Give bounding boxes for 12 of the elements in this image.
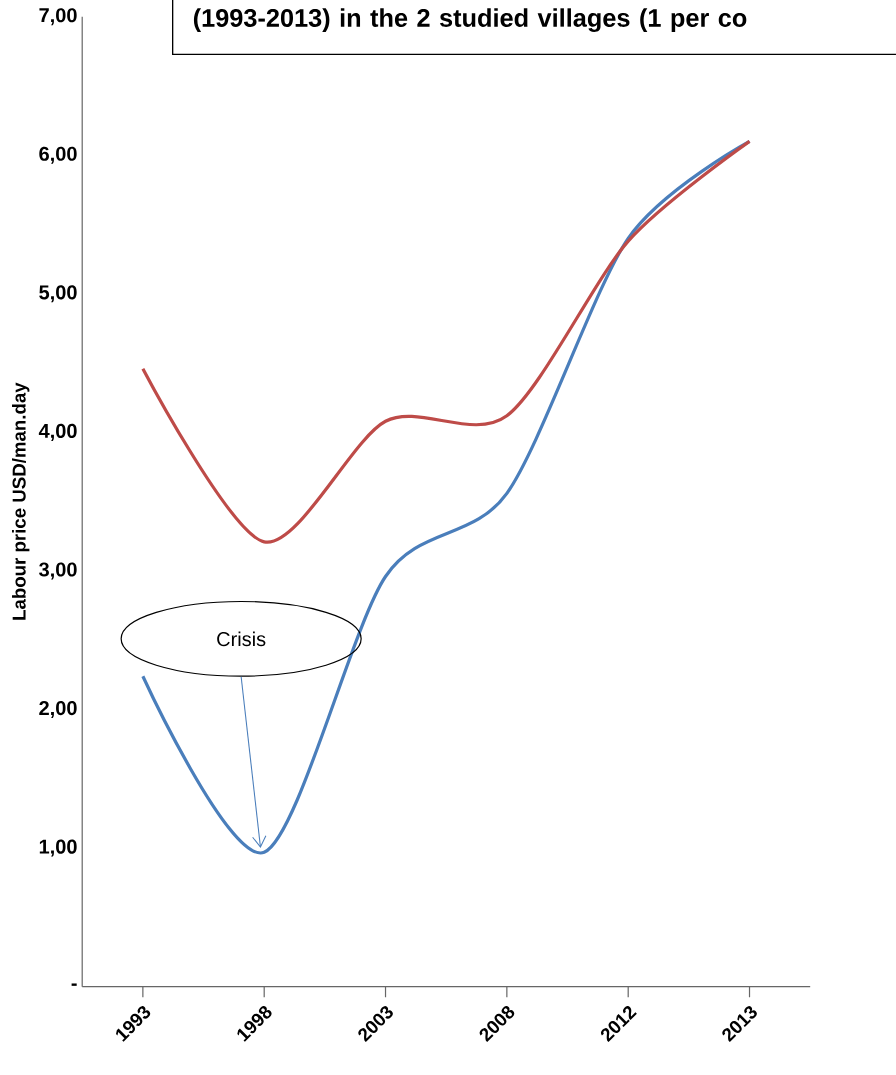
line-series — [141, 139, 752, 544]
y-tick-label: 1,00 — [39, 839, 77, 857]
y-tick-label: - — [71, 983, 77, 986]
annotation: Crisis — [217, 631, 266, 647]
y-tick-label: 4,00 — [38, 423, 77, 441]
chart-title: (1993-2013) in the 2 studied villages (1 per co — [193, 8, 747, 33]
y-tick-label: 5,00 — [39, 285, 77, 303]
y-tick-label: 2,00 — [39, 700, 77, 719]
y-axis-title: Labour price USD/man.day — [12, 382, 30, 620]
y-tick-label: 6,00 — [39, 146, 77, 164]
y-tick-label: 3,00 — [39, 562, 77, 580]
y-tick-label: 7,00 — [39, 8, 77, 26]
